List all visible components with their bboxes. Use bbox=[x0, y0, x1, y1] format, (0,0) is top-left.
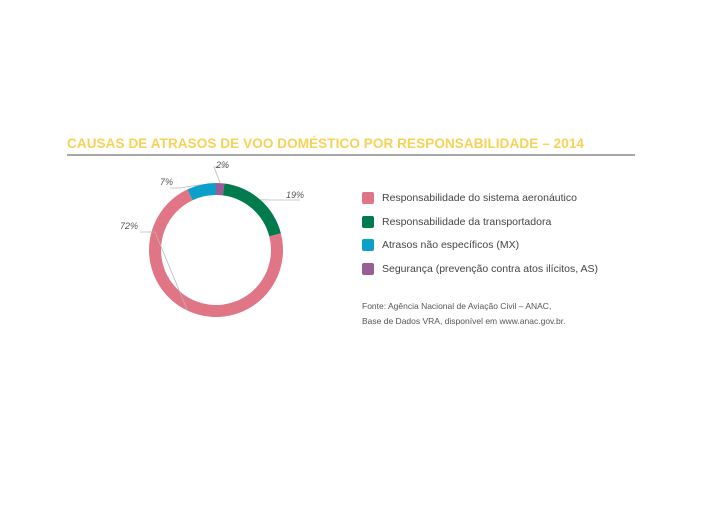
legend-swatch-transportadora bbox=[362, 215, 374, 228]
legend-label-transportadora: Responsabilidade da transportadora bbox=[382, 215, 552, 228]
slice-seguranca bbox=[216, 183, 225, 196]
slice-label-mx: 7% bbox=[160, 177, 173, 187]
donut-chart: 2% 19% 72% 7% bbox=[120, 160, 304, 317]
legend-label-sistema: Responsabilidade do sistema aeronáutico bbox=[382, 192, 577, 204]
slice-label-transportadora: 19% bbox=[286, 190, 304, 200]
legend-swatch-sistema bbox=[362, 192, 374, 204]
legend-label-seguranca: Segurança (prevenção contra atos ilícito… bbox=[382, 262, 598, 275]
leader-line-sistema bbox=[140, 231, 188, 311]
slice-label-sistema: 72% bbox=[120, 221, 138, 231]
slice-mx bbox=[187, 183, 216, 201]
slice-labels: 2% 19% 72% 7% bbox=[120, 160, 304, 231]
leader-line-mx bbox=[170, 184, 202, 189]
source-line-1: Fonte: Agência Nacional de Aviação Civil… bbox=[362, 301, 552, 311]
donut-slices bbox=[149, 183, 283, 317]
chart-legend: Responsabilidade do sistema aeronáutico R… bbox=[362, 192, 598, 286]
source-note: Fonte: Agência Nacional de Aviação Civil… bbox=[362, 299, 565, 329]
source-line-2: Base de Dados VRA, disponível em www.ana… bbox=[362, 316, 566, 326]
title-divider bbox=[67, 154, 635, 156]
slice-transportadora bbox=[222, 183, 281, 237]
slice-label-seguranca: 2% bbox=[215, 160, 229, 170]
legend-item-mx: Atrasos não específicos (MX) bbox=[362, 239, 598, 251]
leader-line-seguranca bbox=[213, 166, 228, 184]
legend-item-sistema: Responsabilidade do sistema aeronáutico bbox=[362, 192, 598, 204]
legend-label-mx: Atrasos não específicos (MX) bbox=[382, 239, 520, 251]
legend-swatch-seguranca bbox=[362, 262, 374, 275]
chart-title: CAUSAS DE ATRASOS DE VOO DOMÉSTICO POR R… bbox=[67, 136, 585, 151]
legend-item-transportadora: Responsabilidade da transportadora bbox=[362, 215, 598, 228]
legend-item-seguranca: Segurança (prevenção contra atos ilícito… bbox=[362, 262, 598, 275]
legend-swatch-mx bbox=[362, 239, 374, 251]
label-leader-lines bbox=[140, 166, 300, 311]
